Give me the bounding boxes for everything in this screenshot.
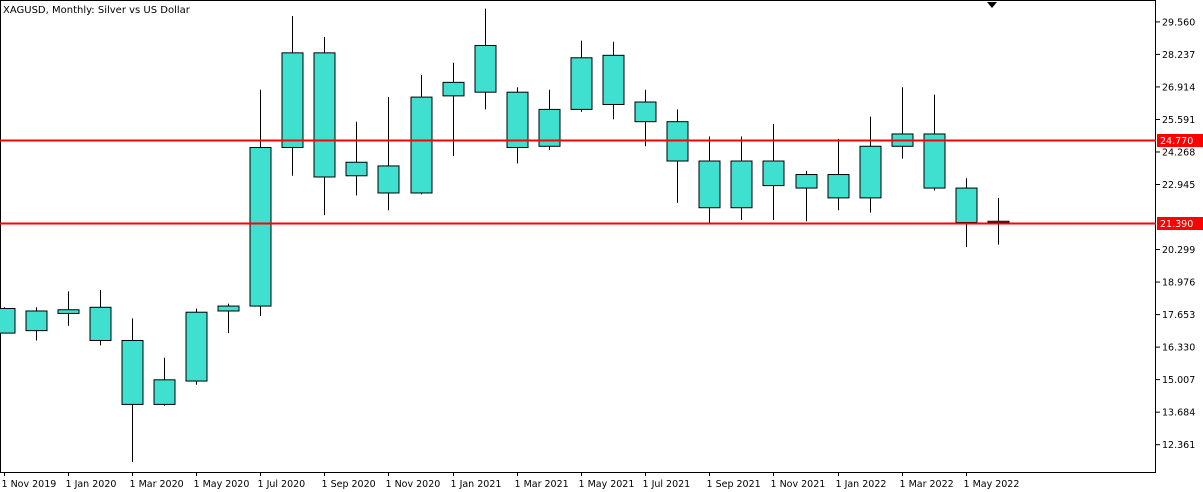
y-tick-label: 28.237 (1162, 50, 1195, 61)
candle (249, 89, 272, 316)
y-tick-label: 15.007 (1162, 375, 1195, 386)
candle (474, 8, 497, 110)
price-axis: 29.560 28.237 26.914 25.591 24.268 22.945 20.2… (1156, 17, 1195, 451)
y-tick-label: 20.299 (1162, 245, 1195, 256)
candle-body (442, 81, 465, 97)
candle-body (25, 310, 48, 332)
y-tick-label: 24.268 (1162, 147, 1195, 158)
x-tick-label: 1 Jan 2022 (836, 479, 887, 490)
candle-body (281, 52, 304, 149)
candle-body (827, 174, 850, 199)
candle-body (217, 305, 240, 312)
y-tick-label: 16.330 (1162, 343, 1195, 354)
candle-body (57, 309, 80, 314)
y-tick-label: 17.653 (1162, 310, 1195, 321)
x-tick-label: 1 Nov 2020 (386, 479, 441, 490)
x-tick-label: 1 Sep 2021 (707, 479, 761, 490)
candle (89, 290, 112, 346)
candles-layer (0, 8, 1010, 463)
chart-title: XAGUSD, Monthly: Silver vs US Dollar (3, 5, 191, 16)
price-tag (1157, 134, 1203, 147)
candle-body (0, 308, 16, 334)
candle-body (795, 174, 818, 189)
candle-body (249, 147, 272, 307)
x-tick-label: 1 Jan 2021 (451, 479, 502, 490)
candle (121, 318, 144, 463)
candle-body (923, 133, 946, 189)
shift-marker-icon[interactable] (987, 2, 997, 8)
candle (57, 291, 80, 326)
x-tick-label: 1 Jul 2021 (643, 479, 691, 490)
candle (185, 308, 208, 385)
x-tick-label: 1 May 2020 (194, 479, 250, 490)
candle (377, 97, 400, 211)
y-tick-label: 26.914 (1162, 82, 1195, 93)
candle (987, 197, 1010, 245)
x-tick-label: 1 Mar 2022 (900, 479, 954, 490)
candle-body (538, 108, 561, 147)
y-tick-label: 29.560 (1162, 17, 1195, 28)
candle (859, 116, 882, 213)
candle-body (313, 52, 336, 178)
candle (0, 307, 16, 334)
candle (570, 40, 593, 112)
price-tag-label: 24.770 (1160, 136, 1193, 147)
candle (602, 41, 625, 120)
candle (634, 89, 657, 147)
x-tick-label: 1 Jul 2020 (258, 479, 306, 490)
candle-body (153, 379, 176, 405)
candle (827, 138, 850, 211)
time-axis: 1 Nov 2019 1 Jan 2020 1 Mar 2020 1 May 2020… (2, 472, 1020, 490)
x-tick-label: 1 Nov 2019 (2, 479, 57, 490)
y-tick-label: 13.684 (1162, 408, 1195, 419)
hlines-layer[interactable]: 24.770 21.390 (0, 134, 1203, 230)
candle (698, 136, 721, 223)
x-tick-label: 1 Mar 2020 (130, 479, 184, 490)
candle (730, 136, 753, 221)
y-tick-label: 25.591 (1162, 115, 1195, 126)
candle (281, 15, 304, 176)
price-tag-label: 21.390 (1160, 219, 1193, 230)
x-tick-label: 1 Nov 2021 (771, 479, 826, 490)
candle-body (185, 311, 208, 382)
candle-body (859, 145, 882, 199)
candle-body (634, 101, 657, 123)
candle (410, 74, 433, 195)
candle-body (377, 165, 400, 194)
candle (923, 94, 946, 191)
candle (345, 121, 368, 196)
y-tick-label: 18.976 (1162, 278, 1195, 289)
candle-body (955, 187, 978, 223)
candle-body (410, 96, 433, 194)
candle-body (121, 339, 144, 405)
candle-body (762, 160, 785, 187)
candle-body (345, 161, 368, 177)
candle-body (730, 160, 753, 209)
x-tick-label: 1 Sep 2020 (322, 479, 376, 490)
candle-body (698, 160, 721, 209)
candle-body (602, 54, 625, 105)
candle (955, 178, 978, 248)
candle (25, 307, 48, 341)
x-tick-label: 1 May 2021 (579, 479, 635, 490)
y-tick-label: 22.945 (1162, 180, 1195, 191)
candle-body (474, 44, 497, 93)
candle (795, 170, 818, 222)
y-tick-label: 12.361 (1162, 440, 1195, 451)
price-tag (1157, 217, 1203, 230)
x-tick-label: 1 Mar 2021 (515, 479, 569, 490)
candle (313, 36, 336, 216)
candle-body (570, 57, 593, 110)
x-tick-label: 1 May 2022 (964, 479, 1020, 490)
candle-body (89, 306, 112, 341)
candle (506, 87, 529, 164)
candle (153, 357, 176, 406)
x-tick-label: 1 Jan 2020 (66, 479, 117, 490)
candle-body (506, 91, 529, 148)
candle (217, 303, 240, 334)
candle-body (987, 220, 1010, 223)
